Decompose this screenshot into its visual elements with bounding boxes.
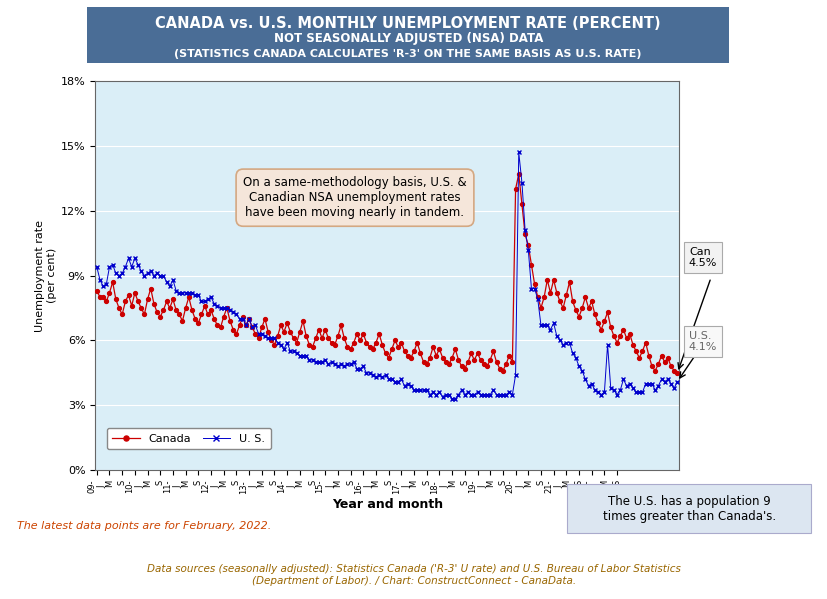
Canada (659, 358, 669, 365)
U. S. (317, 358, 327, 365)
Canada (665, 363, 675, 370)
Text: CANADA vs. U.S. MONTHLY UNEMPLOYMENT RATE (PERCENT): CANADA vs. U.S. MONTHLY UNEMPLOYMENT RAT… (155, 16, 660, 32)
Canada (317, 335, 327, 342)
Canada (672, 369, 681, 377)
Canada (514, 170, 523, 177)
Y-axis label: Unemployment rate
(per cent): Unemployment rate (per cent) (35, 220, 56, 331)
U. S. (672, 378, 681, 385)
Text: NOT SEASONALLY ADJUSTED (NSA) DATA: NOT SEASONALLY ADJUSTED (NSA) DATA (273, 32, 543, 46)
U. S. (662, 376, 672, 383)
U. S. (92, 264, 102, 271)
Line: U. S.: U. S. (94, 150, 679, 401)
U. S. (514, 149, 523, 156)
Text: U.S.
4.1%: U.S. 4.1% (688, 331, 716, 352)
U. S. (447, 395, 457, 403)
Text: The U.S. has a population 9
times greater than Canada's.: The U.S. has a population 9 times greate… (602, 495, 776, 522)
Legend: Canada, U. S.: Canada, U. S. (107, 428, 270, 449)
Text: (STATISTICS CANADA CALCULATES 'R-3' ON THE SAME BASIS AS U.S. RATE): (STATISTICS CANADA CALCULATES 'R-3' ON T… (174, 49, 641, 59)
Canada (288, 335, 298, 342)
U. S. (288, 347, 298, 355)
Canada (98, 294, 108, 301)
Text: Can
4.5%: Can 4.5% (688, 247, 716, 268)
Text: Data sources (seasonally adjusted): Statistics Canada ('R-3' U rate) and U.S. Bu: Data sources (seasonally adjusted): Stat… (147, 564, 680, 586)
U. S. (358, 363, 368, 370)
U. S. (98, 283, 108, 290)
Line: Canada: Canada (95, 172, 678, 375)
Text: The latest data points are for February, 2022.: The latest data points are for February,… (17, 521, 270, 531)
Text: On a same-methodology basis, U.S. &
Canadian NSA unemployment rates
have been mo: On a same-methodology basis, U.S. & Cana… (243, 176, 466, 219)
Text: Year and month: Year and month (332, 498, 442, 512)
U. S. (668, 385, 678, 392)
Canada (92, 287, 102, 294)
Canada (358, 331, 368, 338)
